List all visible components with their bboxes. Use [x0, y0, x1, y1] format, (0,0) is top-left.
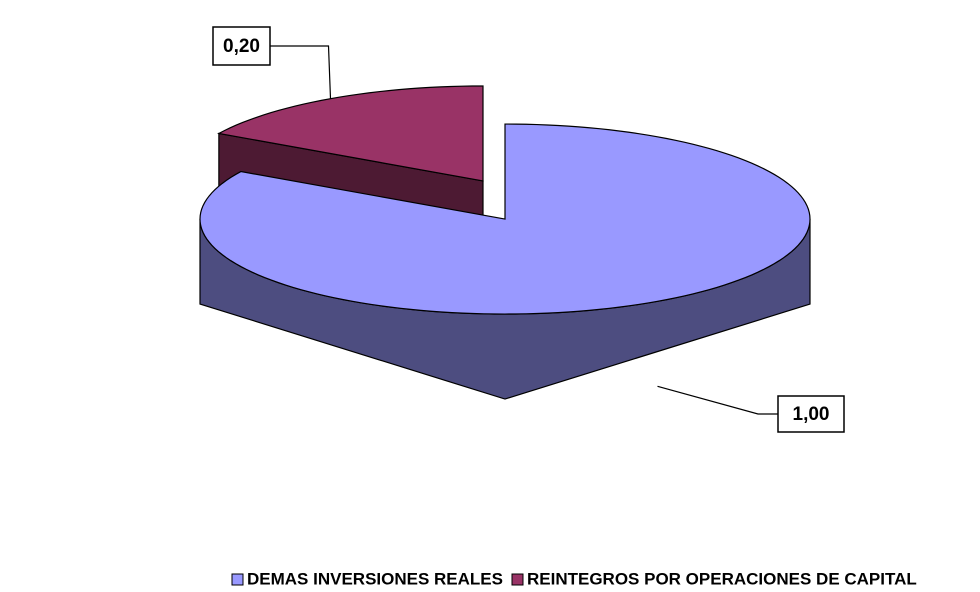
- data-label-box: [777, 395, 845, 433]
- legend-swatch: [511, 573, 524, 586]
- data-label: 0,20: [223, 36, 260, 57]
- pie-slice: [199, 123, 811, 400]
- legend-label: DEMAS INVERSIONES REALES: [247, 569, 503, 588]
- legend-swatch: [231, 573, 244, 586]
- data-label: 1,00: [793, 404, 830, 425]
- data-label-box: [212, 26, 271, 66]
- leader-line: [270, 45, 332, 99]
- slice-top: [199, 123, 811, 315]
- leader-line: [657, 385, 778, 415]
- legend-label: REINTEGROS POR OPERACIONES DE CAPITAL: [527, 569, 917, 588]
